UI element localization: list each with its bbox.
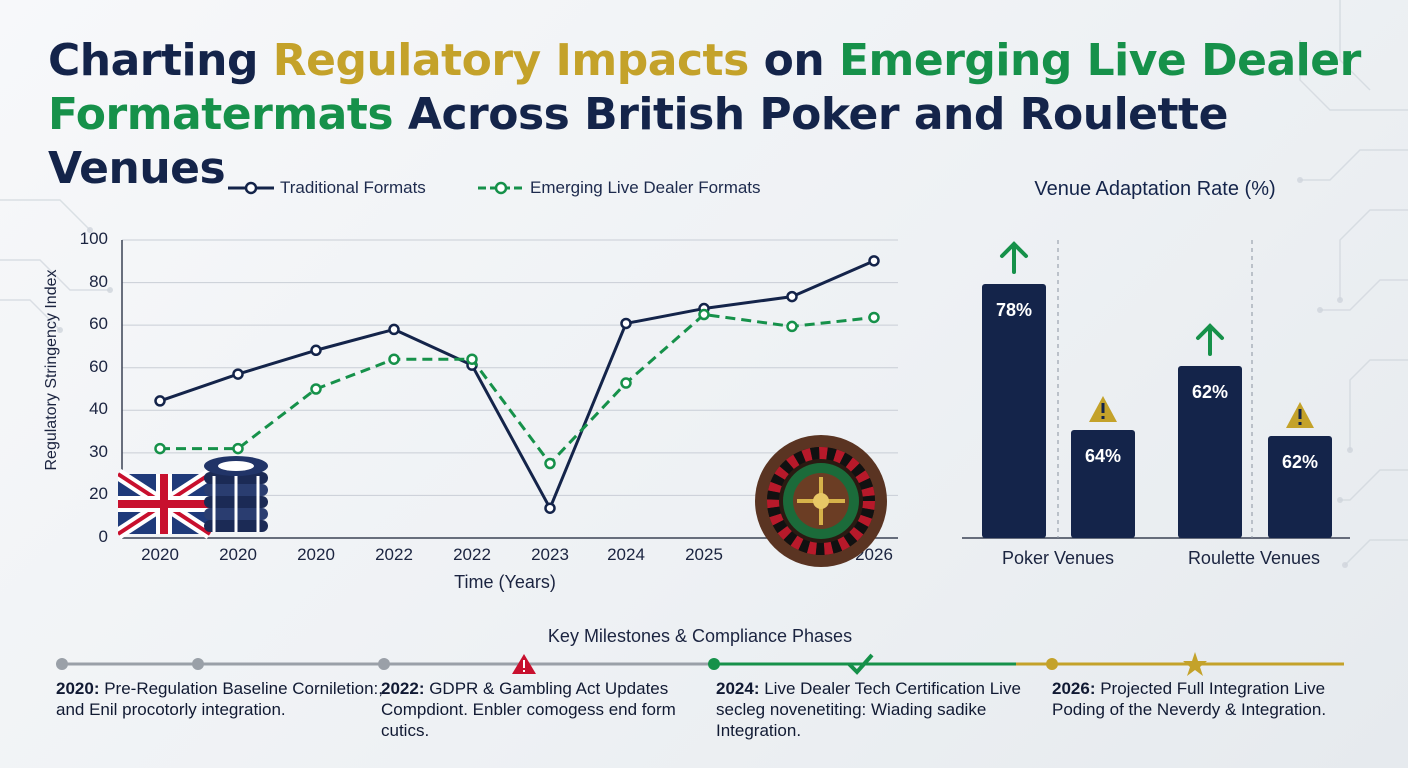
x-tick-label: 2020 xyxy=(141,545,179,564)
bar xyxy=(1268,436,1332,538)
bar-value-label: 64% xyxy=(1084,446,1122,466)
data-point xyxy=(232,442,244,455)
data-point xyxy=(868,311,880,324)
title-part-6: Across British Poker and Roulette Venues xyxy=(48,89,1228,194)
series-line-emerging xyxy=(160,313,875,465)
x-tick-label: 2024 xyxy=(607,545,645,564)
data-point xyxy=(544,502,556,514)
data-point xyxy=(232,368,244,380)
page-title: Charting Regulatory Impacts on Emerging … xyxy=(48,34,1378,196)
x-axis-label: Time (Years) xyxy=(454,572,556,592)
data-point xyxy=(388,323,400,336)
x-tick-label: 2025 xyxy=(685,545,723,564)
bar-category-poker: Poker Venues xyxy=(1001,548,1115,568)
uk-flag-and-chips-illustration xyxy=(118,456,268,540)
data-point xyxy=(310,383,322,395)
legend-item-traditional: Traditional Formats xyxy=(228,178,426,198)
bar-chart-title: Venue Adaptation Rate (%) xyxy=(1034,178,1276,200)
warning-icon-dot xyxy=(1101,416,1105,419)
milestone-2026: 2026: Projected Full Integration Live Po… xyxy=(1052,679,1327,719)
data-point xyxy=(310,344,322,357)
poker-chips-icon xyxy=(204,456,268,532)
x-tick-label: 2022 xyxy=(453,545,491,564)
data-point xyxy=(154,442,166,455)
x-tick-label: 2022 xyxy=(375,545,413,564)
warning-icon-dot xyxy=(1298,422,1302,425)
title-part-2: Regulatory Impacts xyxy=(272,35,750,86)
bar xyxy=(982,284,1046,538)
y-tick-label: 60 xyxy=(89,356,108,376)
data-point xyxy=(466,353,478,365)
milestones-timeline xyxy=(56,652,1344,676)
x-tick-label: 2023 xyxy=(531,545,569,564)
x-tick-label: 2020 xyxy=(297,545,335,564)
title-part-5: Formatermats xyxy=(48,89,394,140)
y-tick-label: 80 xyxy=(89,271,108,291)
data-point xyxy=(620,317,632,330)
x-tick-label: 2020 xyxy=(219,545,257,564)
y-tick-label: 100 xyxy=(79,229,108,248)
star-icon xyxy=(1183,652,1207,676)
timeline-segment-2020 xyxy=(56,658,390,670)
timeline-segment-2026 xyxy=(1016,652,1344,676)
check-icon xyxy=(847,653,874,675)
timeline-segment-2024 xyxy=(708,653,1016,675)
title-part-4: Emerging Live Dealer xyxy=(838,35,1361,86)
milestone-2022: 2022: GDPR & Gambling Act Updates Compdi… xyxy=(381,679,676,740)
up-arrow-icon xyxy=(1196,323,1224,356)
roulette-wheel-icon xyxy=(755,435,887,567)
bar xyxy=(1071,430,1135,538)
warning-icon-mark xyxy=(1298,409,1302,419)
data-point xyxy=(698,308,710,321)
data-point xyxy=(786,320,798,333)
milestone-2024: 2024: Live Dealer Tech Certification Liv… xyxy=(716,679,1021,740)
series-line-traditional xyxy=(159,259,875,510)
uk-flag-icon xyxy=(118,468,214,540)
data-point xyxy=(786,290,798,303)
y-tick-label: 0 xyxy=(98,527,108,546)
data-point xyxy=(154,395,166,407)
bar xyxy=(1178,366,1242,538)
milestone-2020: 2020: Pre-Regulation Baseline Corniletio… xyxy=(56,679,383,719)
bar-value-label: 62% xyxy=(1281,452,1319,472)
timeline-segment-2022 xyxy=(384,654,714,674)
up-arrow-icon xyxy=(1000,241,1028,274)
title-part-3: on xyxy=(748,35,839,86)
data-point xyxy=(620,377,632,389)
data-point xyxy=(544,457,556,470)
legend-swatch-traditional xyxy=(228,181,274,195)
y-tick-label: 60 xyxy=(89,314,108,334)
y-tick-label: 40 xyxy=(89,399,108,419)
legend-label-emerging: Emerging Live Dealer Formats xyxy=(530,178,761,197)
title-part-1: Charting xyxy=(48,35,273,86)
bar-value-label: 62% xyxy=(1191,382,1229,402)
y-tick-label: 30 xyxy=(89,441,108,461)
milestones-title: Key Milestones & Compliance Phases xyxy=(547,626,853,646)
data-point xyxy=(388,353,400,365)
legend-label-traditional: Traditional Formats xyxy=(280,178,426,197)
legend-item-emerging: Emerging Live Dealer Formats xyxy=(478,178,761,198)
warning-icon-mark xyxy=(1101,403,1105,413)
data-point xyxy=(868,255,880,267)
y-tick-label: 20 xyxy=(89,484,108,504)
bar-value-label: 78% xyxy=(995,300,1033,320)
bar-category-roulette: Roulette Venues xyxy=(1187,548,1321,568)
legend-swatch-emerging xyxy=(478,181,524,195)
